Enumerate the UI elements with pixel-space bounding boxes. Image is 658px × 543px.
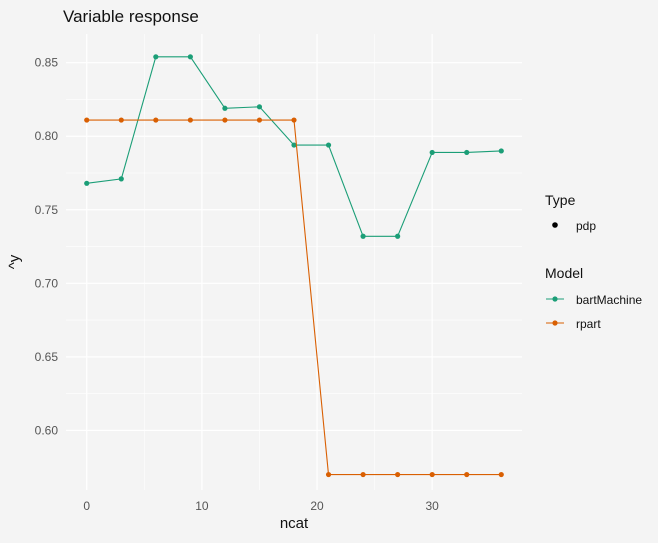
y-axis-label: ^y — [6, 254, 23, 269]
legend: Type pdp Model bartMachine rpart — [545, 192, 642, 331]
legend-marker-bartmachine — [552, 296, 558, 302]
x-axis-label: ncat — [280, 515, 309, 532]
data-point-bartmachine — [291, 142, 297, 148]
data-point-bartmachine — [325, 142, 332, 148]
data-point-bartmachine — [84, 180, 90, 186]
legend-type-title: Type — [545, 192, 576, 208]
x-tick-label: 0 — [83, 499, 90, 513]
data-point-rpart — [118, 117, 124, 123]
data-point-rpart — [498, 471, 504, 478]
data-point-bartmachine — [498, 148, 504, 154]
y-tick-label: 0.70 — [35, 276, 59, 290]
legend-label-bartmachine: bartMachine — [576, 293, 642, 307]
data-point-bartmachine — [464, 149, 470, 156]
data-point-bartmachine — [118, 176, 124, 182]
data-point-bartmachine — [187, 54, 193, 60]
data-point-bartmachine — [360, 233, 366, 239]
legend-label-rpart: rpart — [576, 317, 601, 331]
legend-marker-rpart — [552, 320, 558, 326]
data-point-rpart — [187, 117, 193, 123]
data-point-rpart — [395, 471, 401, 478]
data-point-rpart — [429, 471, 435, 478]
y-tick-label: 0.75 — [35, 203, 59, 217]
data-point-bartmachine — [429, 149, 435, 156]
data-point-bartmachine — [256, 104, 263, 110]
data-point-rpart — [84, 117, 90, 123]
series — [84, 54, 504, 478]
x-tick-label: 30 — [426, 499, 440, 513]
chart-title: Variable response — [63, 7, 199, 26]
data-point-bartmachine — [395, 233, 401, 239]
x-tick-label: 20 — [310, 499, 324, 513]
data-point-bartmachine — [222, 105, 228, 111]
data-point-bartmachine — [153, 54, 159, 60]
legend-series-entries: bartMachine rpart — [546, 293, 642, 331]
data-point-rpart — [291, 117, 297, 123]
x-tick-label: 10 — [195, 499, 209, 513]
y-tick-label: 0.85 — [35, 56, 59, 70]
y-tick-label: 0.60 — [35, 423, 59, 437]
data-point-rpart — [325, 471, 332, 478]
y-tick-label: 0.80 — [35, 129, 59, 143]
axes: Variable response ncat ^y 0 10 20 30 0.60 0.6… — [6, 7, 439, 532]
legend-pdp-marker — [552, 222, 558, 228]
legend-pdp-label: pdp — [576, 219, 596, 233]
data-point-rpart — [222, 117, 228, 123]
y-tick-label: 0.65 — [35, 350, 59, 364]
data-point-rpart — [153, 117, 159, 123]
grid — [66, 34, 522, 490]
data-point-rpart — [360, 471, 366, 478]
data-point-rpart — [464, 471, 470, 478]
legend-model-title: Model — [545, 265, 583, 281]
data-point-rpart — [256, 117, 263, 123]
